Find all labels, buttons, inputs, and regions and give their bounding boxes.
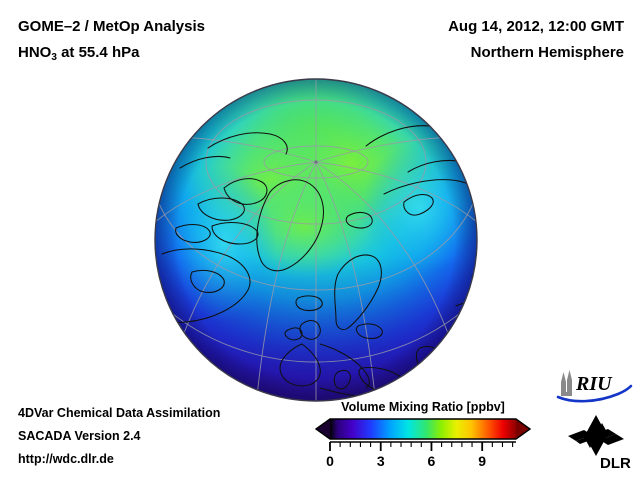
coastline-iceland [295, 295, 323, 312]
footer-info: 4DVar Chemical Data Assimilation SACADA … [18, 402, 220, 471]
dlr-logo-svg: DLR [568, 415, 631, 472]
page-title: GOME–2 / MetOp Analysis HNO3 at 55.4 hPa [18, 14, 205, 68]
meridian-120e [315, 136, 477, 163]
riu-logo-svg: RIU [556, 370, 633, 403]
graticule [155, 79, 477, 401]
colorbar-max-arrow [516, 419, 530, 439]
colorbar-tick-label: 0 [326, 453, 334, 469]
colorbar-ticks [329, 442, 514, 451]
coastline-italy [333, 369, 351, 390]
coastline-ireland [284, 327, 303, 341]
footer-line-1: 4DVar Chemical Data Assimilation [18, 406, 221, 420]
coastline-victoria-island [211, 221, 259, 245]
coastline-arctic-ocean-east [365, 125, 431, 147]
north-pole-marker [314, 160, 318, 164]
timestamp-label: Aug 14, 2012, 12:00 GMT [448, 18, 624, 35]
colorbar-tick-label: 3 [377, 453, 385, 469]
meridian-120w [155, 136, 317, 163]
coastline-western-europe [319, 343, 370, 389]
coastline-new-siberian-islands [441, 127, 477, 137]
meridian-60w [179, 161, 317, 345]
pressure-level-label: at 55.4 hPa [56, 44, 140, 61]
colorbar: Volume Mixing Ratio [ppbv] 0 3 6 9 [312, 400, 534, 472]
coastline-baltic [355, 323, 383, 340]
colorbar-frame [314, 418, 532, 440]
globe-outline [154, 78, 478, 402]
coastline-chukotka [179, 155, 231, 169]
meridian-90w [155, 161, 317, 237]
coastline-great-britain [299, 319, 321, 340]
riu-wordmark: RIU [575, 373, 613, 395]
colorbar-title: Volume Mixing Ratio [ppbv] [341, 400, 505, 414]
region-label: Northern Hemisphere [470, 44, 624, 61]
dlr-logo: DLR [566, 414, 632, 472]
colorbar-tick-label: 9 [478, 453, 486, 469]
colorbar-svg: 0 3 6 9 [314, 418, 532, 469]
title-line-1: GOME–2 / MetOp Analysis [18, 18, 205, 35]
species-subscript: 3 [51, 52, 57, 63]
footer-line-2: SACADA Version 2.4 [18, 429, 141, 443]
riu-logo: RIU [556, 370, 634, 404]
colorbar-tick-label: 6 [428, 453, 436, 469]
coastline-hudson-bay [190, 269, 225, 293]
riu-swoosh-icon [556, 384, 633, 403]
title-line-2: HNO3 at 55.4 hPa [18, 40, 205, 68]
dlr-mark-icon [568, 415, 624, 456]
colorbar-min-arrow [316, 419, 330, 439]
riu-spires-icon [561, 370, 572, 396]
coastline-iberia [279, 343, 321, 387]
coastline-scandinavia [334, 254, 382, 331]
coastline-greenland [256, 179, 325, 272]
header-meta: Aug 14, 2012, 12:00 GMT Northern Hemisph… [448, 14, 624, 66]
colorbar-tick-labels: 0 3 6 9 [326, 453, 486, 469]
meridian-30e [315, 161, 377, 401]
meridian-90e [315, 161, 477, 237]
footer-url[interactable]: http://wdc.dlr.de [18, 452, 114, 466]
species-label: HNO [18, 44, 52, 61]
coastline-svalbard [345, 211, 373, 229]
colorbar-gradient-bar [330, 419, 516, 439]
coastline-banks-island [197, 197, 245, 221]
coastline-siberia-arctic [383, 179, 477, 203]
orthographic-projection-svg [154, 78, 478, 402]
coastline-ellesmere [223, 178, 268, 205]
coastline-arctic-island-a [175, 223, 211, 243]
coastline-novaya-zemlya [403, 193, 434, 216]
coastline-persian-gulf [433, 367, 473, 389]
coastline-alaska [207, 132, 288, 155]
globe-map [152, 76, 480, 404]
dlr-wordmark: DLR [600, 455, 631, 472]
meridian-60e [315, 161, 453, 345]
